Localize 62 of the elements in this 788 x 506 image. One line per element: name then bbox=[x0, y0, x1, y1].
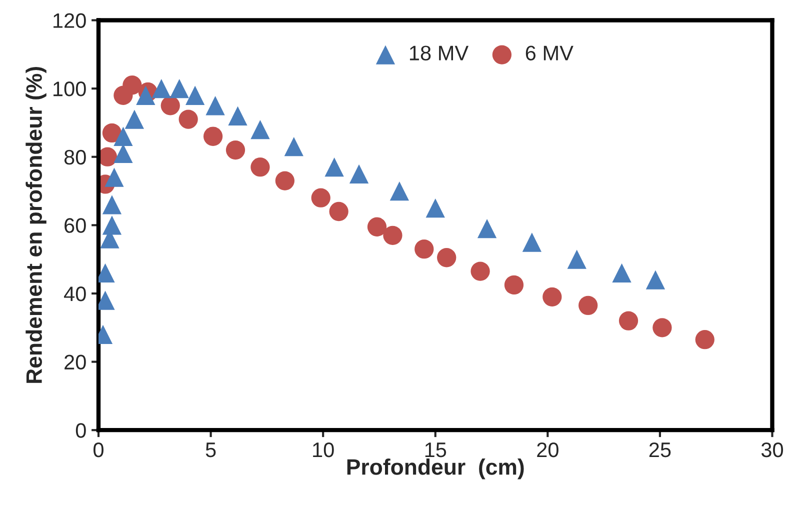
point bbox=[284, 137, 304, 156]
x-tick-label: 5 bbox=[206, 442, 216, 458]
x-tick-label: 0 bbox=[94, 442, 104, 458]
point bbox=[414, 240, 434, 259]
x-tick-label: 30 bbox=[761, 442, 784, 458]
point bbox=[522, 232, 542, 252]
y-axis-title: Rendement en profondeur (%) bbox=[26, 67, 46, 383]
y-tick-label: 20 bbox=[64, 354, 86, 370]
y-tick-label: 100 bbox=[54, 82, 86, 96]
legend-label: 18 MV bbox=[410, 46, 469, 60]
y-tick-label: 80 bbox=[64, 150, 86, 165]
point bbox=[203, 126, 223, 146]
point bbox=[170, 78, 189, 98]
point bbox=[367, 217, 387, 236]
point bbox=[383, 226, 402, 245]
point bbox=[275, 171, 294, 190]
point bbox=[102, 195, 122, 214]
point bbox=[646, 270, 666, 290]
point bbox=[152, 78, 171, 98]
point bbox=[124, 110, 144, 129]
point bbox=[437, 248, 456, 268]
point bbox=[612, 263, 632, 283]
point bbox=[311, 188, 330, 208]
point bbox=[329, 202, 348, 222]
y-tick-label: 40 bbox=[64, 286, 86, 302]
point bbox=[390, 181, 410, 201]
point bbox=[578, 296, 598, 316]
point bbox=[426, 198, 445, 218]
point bbox=[695, 330, 714, 350]
x-tick-label: 10 bbox=[313, 442, 334, 458]
point bbox=[567, 250, 586, 269]
point bbox=[228, 106, 248, 126]
point bbox=[477, 219, 497, 238]
point bbox=[136, 86, 156, 105]
point bbox=[104, 168, 124, 187]
point bbox=[178, 110, 198, 129]
point bbox=[542, 287, 562, 306]
point bbox=[160, 96, 180, 116]
point bbox=[250, 120, 270, 140]
legend-label: 6 MV bbox=[526, 46, 574, 60]
point bbox=[324, 158, 344, 177]
point bbox=[102, 216, 122, 235]
x-tick-label: 15 bbox=[425, 442, 446, 458]
point bbox=[114, 126, 133, 146]
point bbox=[250, 158, 270, 177]
point bbox=[618, 311, 638, 330]
y-tick-label: 120 bbox=[54, 13, 86, 28]
point bbox=[185, 86, 205, 105]
point bbox=[226, 140, 246, 160]
point bbox=[470, 262, 490, 281]
point bbox=[122, 76, 142, 95]
y-tick-label: 0 bbox=[76, 423, 86, 438]
y-tick-label: 60 bbox=[64, 218, 86, 233]
x-tick-label: 25 bbox=[649, 442, 671, 458]
point bbox=[652, 318, 672, 338]
x-tick-label: 20 bbox=[537, 442, 558, 458]
x-axis-title: Profondeur (cm) bbox=[347, 458, 524, 480]
point bbox=[102, 123, 122, 143]
point bbox=[504, 275, 524, 295]
point bbox=[349, 164, 369, 184]
point bbox=[206, 96, 225, 116]
point bbox=[98, 147, 118, 166]
